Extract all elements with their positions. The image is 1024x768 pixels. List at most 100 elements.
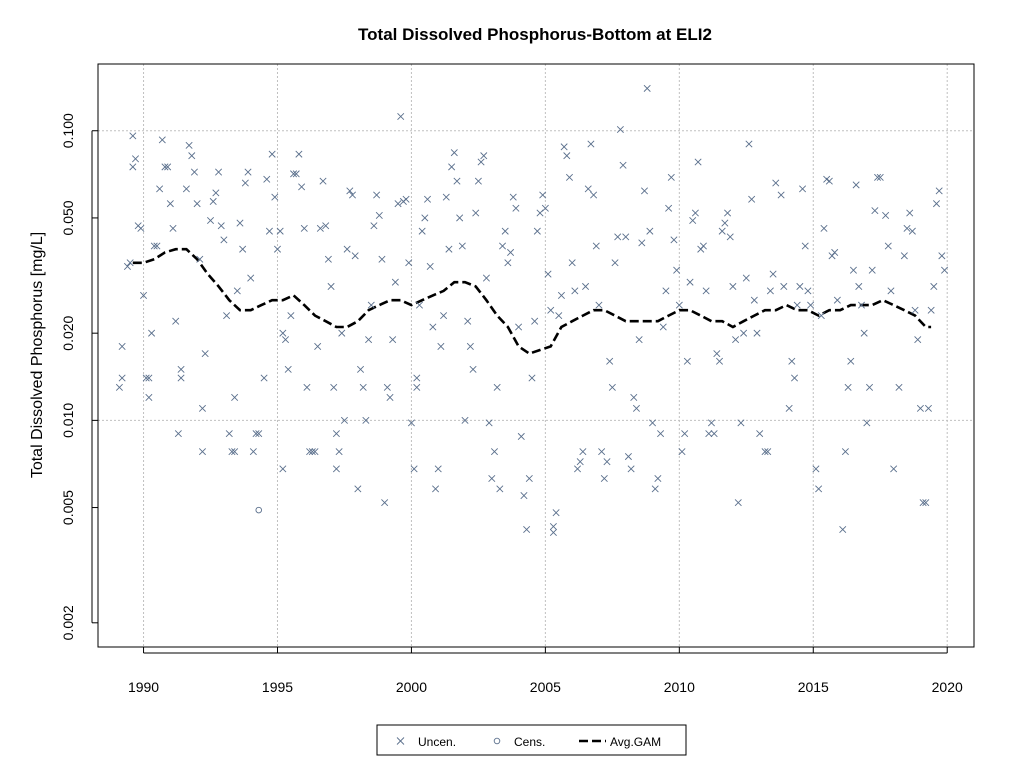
uncensored-point [649,419,657,427]
uncensored-point [292,170,300,178]
uncensored-point [324,255,332,263]
uncensored-point [812,465,820,473]
uncensored-point [378,255,386,263]
uncensored-point [273,245,282,253]
uncensored-point [606,357,614,365]
uncensored-point [268,150,276,158]
uncensored-point [582,282,590,290]
uncensored-point [287,312,295,320]
uncensored-point [485,419,493,427]
x-tick-label: 2010 [664,679,695,695]
uncensored-point [316,224,324,232]
uncensored-point [247,274,255,282]
uncensored-point [611,259,619,267]
uncensored-point [726,233,734,241]
uncensored-point [761,448,769,456]
uncensored-point [241,179,249,187]
uncensored-point [799,185,807,193]
uncensored-point [699,242,707,250]
uncensored-point [300,224,308,232]
uncensored-point [547,306,555,314]
uncensored-point [584,185,592,193]
uncensored-point [453,177,461,185]
uncensored-point [373,191,381,199]
uncensored-point [383,383,391,391]
y-tick-label: 0.010 [60,403,76,438]
uncensored-point [177,365,185,373]
uncensored-point [493,383,501,391]
uncensored-point [517,432,525,440]
uncensored-point [643,84,651,92]
uncensored-point [825,177,833,185]
uncensored-point [579,448,587,456]
uncensored-point [624,453,632,461]
uncensored-point [442,193,450,201]
gam-line [132,247,932,356]
uncensored-point [140,291,148,299]
uncensored-point [450,149,458,157]
uncensored-point [630,393,638,401]
uncensored-point [265,227,273,235]
uncensored-point [276,227,284,235]
uncensored-point [833,296,841,304]
uncensored-point [129,132,137,140]
uncensored-point [796,282,804,290]
uncensored-point [734,499,742,507]
uncensored-point [539,191,547,199]
gam-series [132,247,932,356]
y-tick-label: 0.050 [60,200,76,235]
uncensored-point [129,163,137,171]
uncensored-point [560,143,568,151]
uncensored-point [482,274,490,282]
uncensored-point [900,252,908,260]
uncensored-point [890,465,898,473]
uncensored-point [608,383,616,391]
uncensored-point [670,236,678,244]
uncensored-point [182,185,190,193]
uncensored-point [721,219,729,227]
uncensored-point [458,242,466,250]
uncensored-point [308,448,316,456]
uncensored-point [217,222,225,230]
uncensored-point [804,287,812,295]
legend-box [376,724,687,756]
uncensored-point [367,301,375,309]
uncensored-point [407,419,415,427]
uncensored-point [654,474,662,482]
uncensored-point [239,245,247,253]
uncensored-point [319,177,327,185]
uncensored-point [855,282,863,290]
uncensored-point [541,204,549,212]
uncensored-point [718,227,726,235]
uncensored-point [887,287,895,295]
uncensored-point [330,383,338,391]
uncensored-point [750,296,758,304]
uncensored-point [188,152,196,160]
uncensored-point [619,161,627,169]
uncensored-point [616,125,624,134]
uncensored-point [472,209,480,217]
uncensored-point [359,383,367,391]
uncensored-point [351,252,359,260]
uncensored-point [681,430,689,438]
uncensored-point [198,448,206,456]
uncensored-point [938,252,946,260]
uncensored-point [640,187,649,195]
uncensored-point [284,365,292,373]
uncensored-point [849,266,857,274]
uncensored-point [236,219,244,227]
uncensored-point [769,270,777,278]
uncensored-point [576,458,584,466]
uncensored-point [282,336,290,344]
uncensored-point [421,214,429,222]
uncensored-point [249,448,257,456]
uncensored-point [632,404,640,412]
uncensored-point [563,152,571,160]
uncensored-point [381,499,389,507]
uncensored-point [635,336,643,344]
uncensored-point [244,168,252,176]
uncensored-point [557,291,565,299]
uncensored-point [389,336,397,344]
uncensored-point [525,474,533,482]
uncensored-point [659,323,667,331]
